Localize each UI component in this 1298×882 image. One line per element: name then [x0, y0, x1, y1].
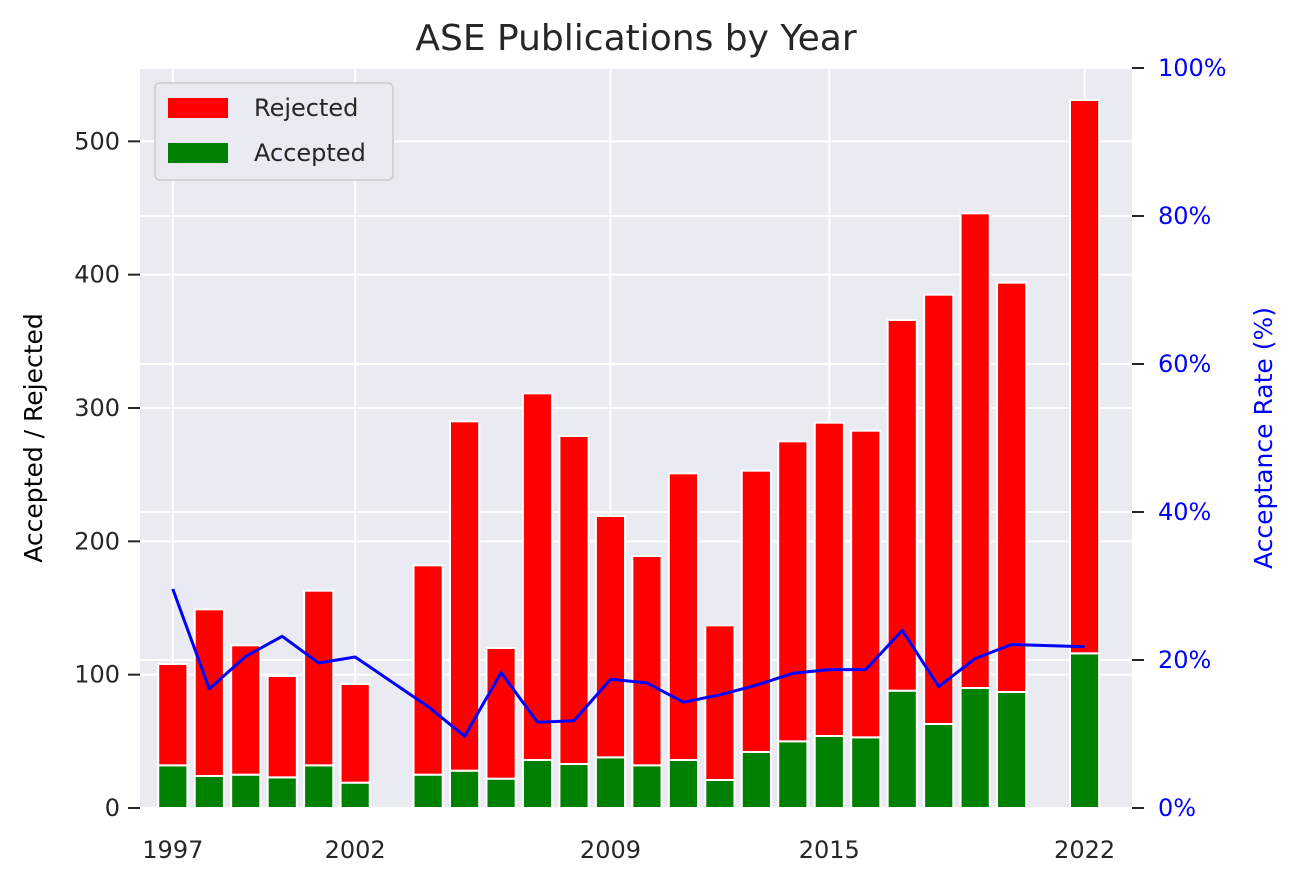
- acceptance-rate-line: [171, 588, 1085, 738]
- bar-rejected-2004: [412, 564, 444, 776]
- bar-rejected-1998: [193, 608, 225, 777]
- bar-accepted-2005: [449, 769, 481, 810]
- bar-accepted-2013: [740, 751, 772, 809]
- bar-rejected-2022: [1069, 99, 1101, 655]
- y-right-tick-label: 80%: [1158, 202, 1211, 230]
- y-tick-label: 500: [74, 127, 120, 155]
- y-tick-label: 0: [105, 794, 120, 822]
- y-axis-left-label: Accepted / Rejected: [19, 313, 48, 563]
- y-axis-right-label: Acceptance Rate (%): [1249, 307, 1278, 569]
- y-axis-left: 0 100 200 300 400 500: [74, 127, 140, 822]
- bar-rejected-2005: [449, 420, 481, 772]
- bar-accepted-2006: [485, 777, 517, 810]
- y-right-tick-label: 0%: [1158, 794, 1196, 822]
- bar-accepted-2004: [412, 773, 444, 810]
- x-axis: 1997 2002 2009 2015 2022: [142, 836, 1115, 864]
- bar-rejected-1997: [157, 663, 189, 767]
- bar-accepted-2020: [996, 691, 1028, 809]
- bar-accepted-2009: [594, 756, 627, 809]
- bar-accepted-2014: [777, 740, 809, 809]
- bar-accepted-2017: [886, 689, 918, 810]
- bar-accepted-2007: [521, 759, 554, 809]
- bar-accepted-1998: [193, 775, 225, 809]
- x-tick-label: 2015: [799, 836, 860, 864]
- x-tick-label: 2022: [1054, 836, 1115, 864]
- y-tick-label: 200: [74, 527, 120, 555]
- bar-rejected-2006: [485, 647, 517, 780]
- bar-rejected-2001: [303, 589, 335, 767]
- bar-rejected-2000: [266, 675, 298, 779]
- bar-rejected-2012: [704, 624, 736, 781]
- bar-rejected-2015: [813, 421, 845, 737]
- y-tick-label: 100: [74, 661, 120, 689]
- y-right-tick-label: 40%: [1158, 498, 1211, 526]
- bar-accepted-2000: [266, 776, 298, 809]
- bar-accepted-1999: [230, 773, 262, 810]
- bar-accepted-2015: [813, 735, 845, 809]
- legend-label-accepted: Accepted: [254, 139, 366, 167]
- bar-accepted-2002: [339, 781, 371, 810]
- chart-title: ASE Publications by Year: [415, 18, 856, 59]
- bar-accepted-2008: [558, 763, 590, 809]
- legend-swatch-rejected: [168, 98, 228, 118]
- bar-rejected-1999: [230, 644, 262, 776]
- y-tick-label: 400: [74, 261, 120, 289]
- bar-accepted-2018: [923, 723, 955, 809]
- bar-rejected-2016: [850, 429, 882, 739]
- bar-rejected-2010: [631, 555, 663, 767]
- bar-rejected-2009: [594, 515, 627, 759]
- bar-accepted-2011: [667, 759, 700, 809]
- x-tick-label: 2009: [580, 836, 641, 864]
- bar-rejected-2014: [777, 440, 809, 743]
- bar-rejected-2013: [740, 469, 772, 753]
- bar-accepted-2022: [1069, 652, 1101, 809]
- legend-swatch-accepted: [168, 143, 228, 163]
- x-tick-label: 1997: [142, 836, 203, 864]
- y-right-tick-label: 100%: [1158, 54, 1227, 82]
- bar-rejected-2002: [339, 683, 371, 784]
- bar-rejected-2020: [996, 281, 1028, 693]
- bar-accepted-2019: [959, 687, 991, 809]
- x-tick-label: 2002: [325, 836, 386, 864]
- bar-accepted-2016: [850, 736, 882, 809]
- legend: Rejected Accepted: [154, 82, 394, 181]
- bar-rejected-2019: [959, 212, 991, 689]
- bar-rejected-2011: [667, 472, 700, 761]
- bar-accepted-2001: [303, 764, 335, 809]
- legend-label-rejected: Rejected: [254, 94, 358, 122]
- y-axis-right: 0% 20% 40% 60% 80% 100%: [1132, 54, 1227, 822]
- bar-rejected-2007: [521, 392, 554, 761]
- y-right-tick-label: 60%: [1158, 350, 1211, 378]
- bar-rejected-2017: [886, 319, 918, 692]
- bar-accepted-1997: [157, 764, 189, 809]
- bar-accepted-2010: [631, 764, 663, 809]
- y-right-tick-label: 20%: [1158, 646, 1211, 674]
- bar-accepted-2012: [704, 779, 736, 809]
- bar-rejected-2018: [923, 293, 955, 725]
- bar-rejected-2008: [558, 435, 590, 765]
- y-tick-label: 300: [74, 394, 120, 422]
- bars: [157, 99, 1101, 810]
